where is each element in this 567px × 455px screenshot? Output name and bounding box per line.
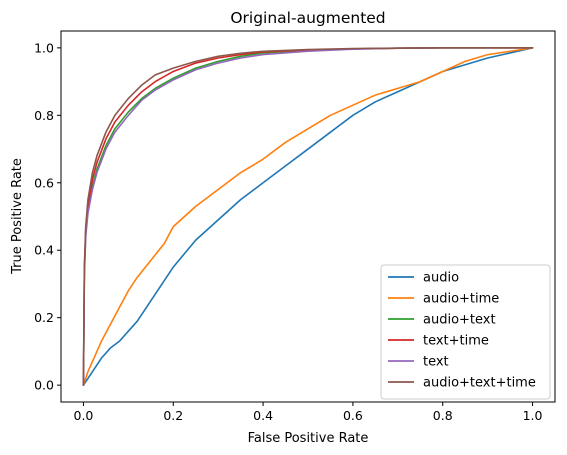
y-tick-label: 0.4 [34, 243, 54, 258]
x-axis-ticks: 0.0 0.2 0.4 0.6 0.8 1.0 [74, 402, 543, 423]
x-tick-label: 1.0 [523, 408, 543, 423]
legend: audio audio+time audio+text text+time text au… [380, 264, 551, 400]
y-axis-label: True Positive Rate [10, 158, 25, 275]
chart-title: Original-augmented [230, 9, 385, 27]
x-tick-label: 0.2 [163, 408, 183, 423]
y-tick-label: 0.8 [34, 108, 54, 123]
legend-label: text [423, 355, 449, 370]
x-tick-label: 0.8 [433, 408, 453, 423]
x-axis-label: False Positive Rate [248, 431, 369, 446]
series-line-audio-time [82, 47, 534, 386]
plot-frame [60, 30, 556, 403]
y-tick-label: 0.2 [34, 310, 54, 325]
y-tick-label: 1.0 [34, 40, 54, 55]
legend-label: audio+time [423, 292, 499, 307]
x-tick-label: 0.0 [74, 408, 94, 423]
y-tick-label: 0.0 [34, 378, 54, 393]
legend-box [380, 264, 551, 400]
x-tick-label: 0.6 [343, 408, 363, 423]
legend-label: audio+text+time [423, 376, 536, 391]
series-layer [82, 47, 534, 386]
y-axis-ticks: 0.0 0.2 0.4 0.6 0.8 1.0 [34, 40, 61, 393]
x-tick-label: 0.4 [253, 408, 273, 423]
legend-label: audio [423, 271, 459, 286]
series-line-audio-text-time [82, 47, 534, 386]
legend-label: audio+text [423, 313, 496, 328]
y-tick-label: 0.6 [34, 175, 54, 190]
legend-label: text+time [423, 334, 489, 349]
